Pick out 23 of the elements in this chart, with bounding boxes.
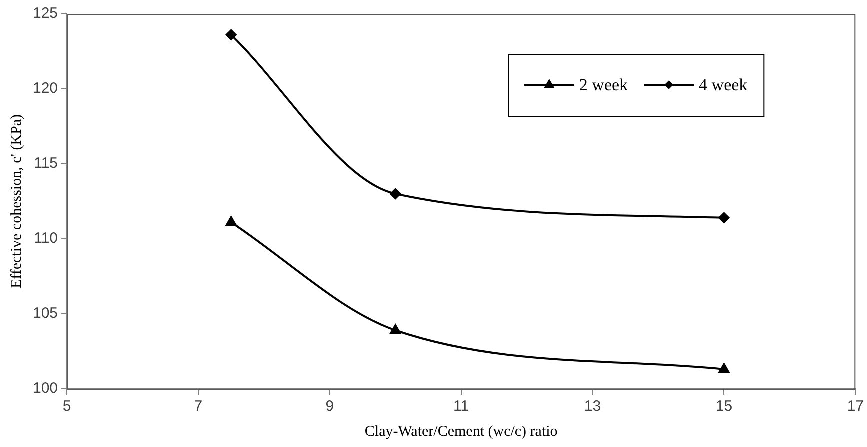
- point: [226, 216, 237, 226]
- x-tick-label: 5: [62, 398, 72, 416]
- y-tick-label: 115: [34, 155, 58, 172]
- point: [718, 364, 730, 373]
- x-tick-label: 11: [454, 398, 470, 416]
- y-tick-label: 105: [32, 305, 58, 322]
- y-tick-label: 120: [32, 80, 58, 98]
- x-tick-label: 9: [326, 398, 334, 416]
- x-tick-label: 17: [847, 398, 864, 416]
- y-tick-label: 110: [34, 230, 58, 248]
- x-tick-label: 15: [716, 398, 733, 416]
- point: [718, 212, 730, 224]
- point: [390, 324, 401, 334]
- y-tick-label: 100: [32, 380, 58, 398]
- legend-label: 2 week: [579, 75, 629, 94]
- legend-label: 4 week: [699, 75, 748, 94]
- x-tick-label: 13: [584, 398, 602, 416]
- x-tick-label: 7: [194, 398, 203, 416]
- y-tick-label: 125: [32, 5, 58, 22]
- x-axis-title: Clay-Water/Cement (wc/c) ratio: [364, 424, 558, 440]
- y-axis-title: Effective cohession, c' (KPa): [8, 114, 25, 289]
- point: [390, 188, 402, 200]
- point: [226, 30, 237, 40]
